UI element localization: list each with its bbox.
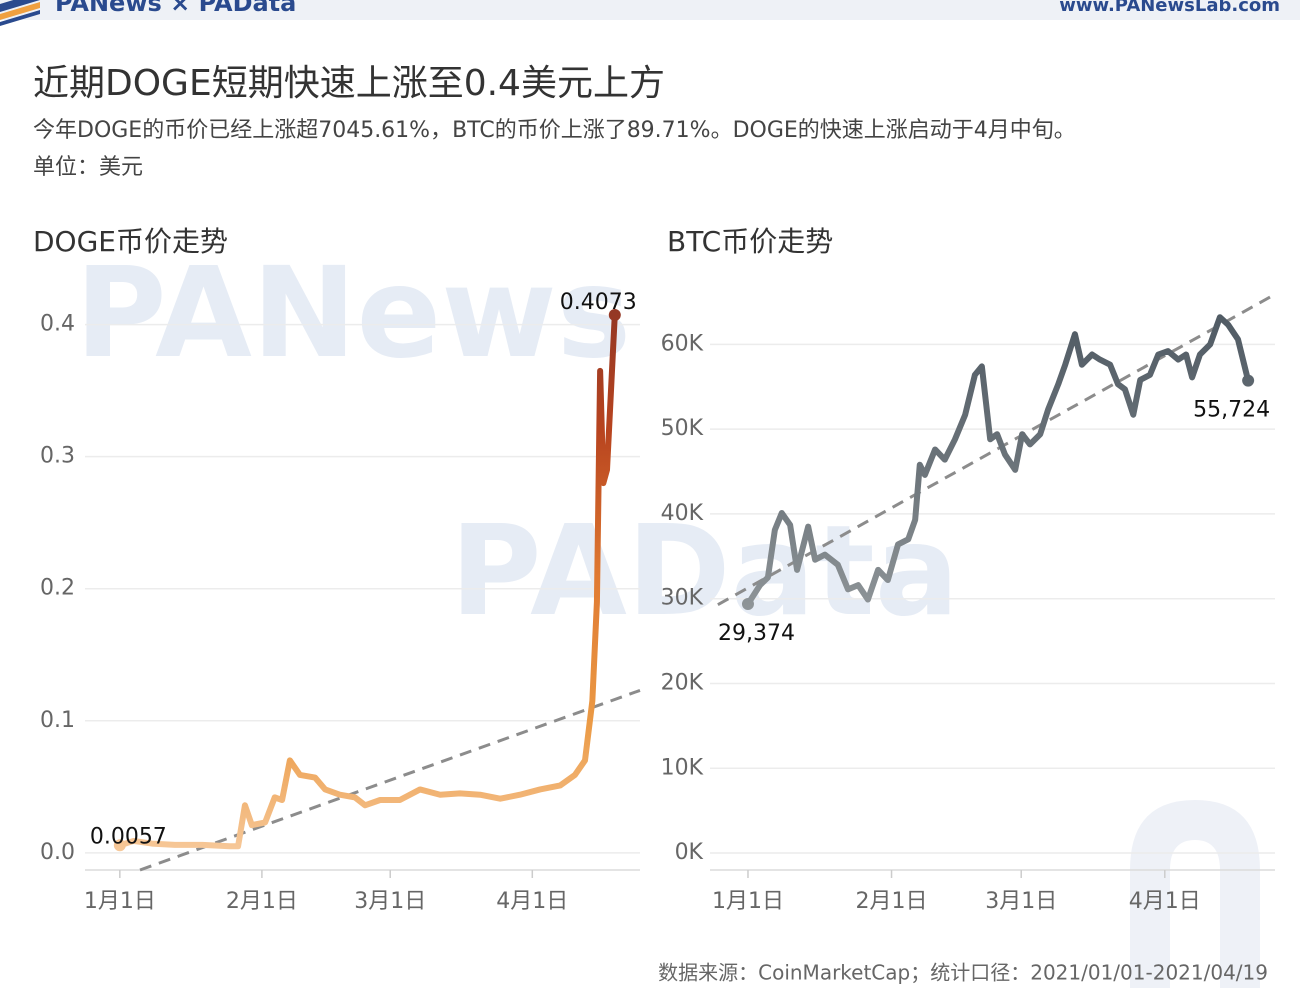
x-tick-label: 1月1日 <box>84 889 156 914</box>
value-label: 55,724 <box>1193 398 1270 423</box>
logo <box>0 0 40 26</box>
value-label: 0.4073 <box>560 290 637 315</box>
x-tick-label: 4月1日 <box>1129 889 1201 914</box>
y-tick-label: 0.2 <box>40 576 75 601</box>
y-tick-label: 10K <box>661 755 704 780</box>
y-tick-label: 0.3 <box>40 444 75 469</box>
end-point <box>741 598 754 611</box>
y-tick-label: 60K <box>661 331 704 356</box>
price-line <box>116 311 618 850</box>
unit: 单位：美元 <box>33 155 143 180</box>
y-tick-label: 0.0 <box>40 840 75 865</box>
trend-line <box>139 688 641 872</box>
watermark-shape <box>1130 800 1260 988</box>
x-tick-label: 3月1日 <box>354 889 426 914</box>
x-tick-label: 3月1日 <box>985 889 1057 914</box>
x-tick-label: 2月1日 <box>226 889 298 914</box>
y-tick-label: 0.4 <box>40 312 75 337</box>
end-point <box>113 839 126 852</box>
title: 近期DOGE短期快速上涨至0.4美元上方 <box>33 63 665 104</box>
y-tick-label: 40K <box>661 501 704 526</box>
site: www.PANewsLab.com <box>1059 0 1280 16</box>
top-bar <box>0 0 1300 20</box>
y-tick-label: 50K <box>661 416 704 441</box>
watermark: PAData <box>450 499 959 644</box>
watermark: PANews <box>75 241 631 386</box>
y-tick-label: 20K <box>661 670 704 695</box>
x-tick-label: 4月1日 <box>496 889 568 914</box>
subtitle: 今年DOGE的币价已经上涨超7045.61%，BTC的币价上涨了89.71%。D… <box>33 118 1076 143</box>
value-label: 29,374 <box>718 621 795 646</box>
panel-title: DOGE币价走势 <box>33 225 228 258</box>
y-tick-label: 30K <box>661 586 704 611</box>
panel-title: BTC币价走势 <box>667 225 833 258</box>
x-tick-label: 2月1日 <box>856 889 928 914</box>
end-point <box>608 308 621 321</box>
x-tick-label: 1月1日 <box>712 889 784 914</box>
source: 数据来源：CoinMarketCap；统计口径：2021/01/01-2021/… <box>658 961 1268 985</box>
price-line <box>744 314 1252 608</box>
brand: PANews × PAData <box>55 0 296 17</box>
value-label: 0.0057 <box>90 824 167 849</box>
y-tick-label: 0K <box>675 840 704 865</box>
end-point <box>1242 374 1255 387</box>
y-tick-label: 0.1 <box>40 708 75 733</box>
